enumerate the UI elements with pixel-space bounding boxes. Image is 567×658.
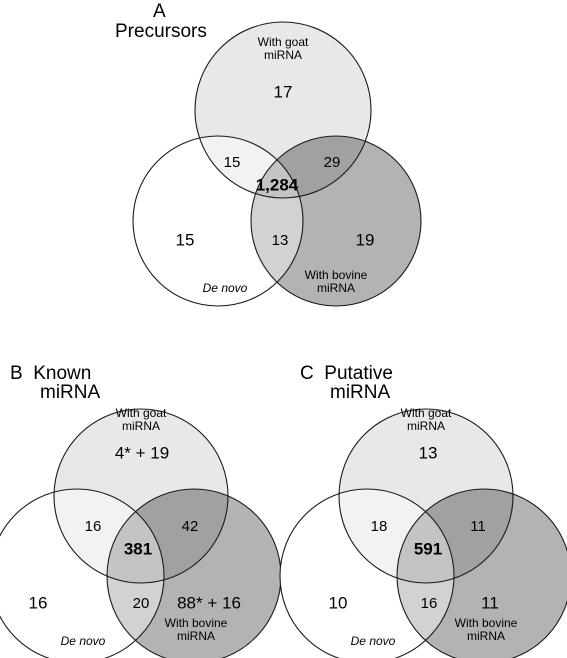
count-denovo-bovine: 20 bbox=[133, 595, 150, 612]
goat-label-line1: With goat bbox=[401, 406, 452, 420]
de-novo-label: De novo bbox=[351, 634, 396, 648]
count-goat-denovo: 18 bbox=[371, 518, 388, 535]
count-goat-bovine: 11 bbox=[470, 518, 486, 535]
count-goat-only: 4* + 19 bbox=[115, 443, 169, 462]
panel-c-title-line1: C Putative bbox=[300, 363, 393, 384]
count-denovo-bovine: 16 bbox=[421, 595, 438, 612]
count-denovo-bovine: 13 bbox=[272, 232, 289, 249]
panel-a-letter: A bbox=[153, 1, 166, 22]
count-bovine-only: 88* + 16 bbox=[177, 593, 241, 612]
outline-goat bbox=[194, 21, 372, 199]
panel-b-title-line1: B Known bbox=[10, 363, 92, 384]
count-denovo-only: 15 bbox=[176, 230, 195, 249]
outline-de-novo bbox=[279, 488, 455, 658]
bovine-label-line1: With bovine bbox=[455, 616, 518, 630]
goat-label-line2: miRNA bbox=[264, 48, 302, 62]
outline-bovine bbox=[396, 488, 567, 658]
outline-bovine bbox=[250, 135, 422, 307]
overlap-goat-denovo bbox=[195, 136, 303, 198]
count-all-three: 381 bbox=[124, 539, 152, 558]
bovine-label-line1: With bovine bbox=[305, 268, 368, 282]
count-goat-bovine: 29 bbox=[324, 154, 341, 171]
count-goat-denovo: 16 bbox=[85, 518, 102, 535]
count-bovine-only: 11 bbox=[481, 593, 499, 612]
count-bovine-only: 19 bbox=[356, 230, 375, 249]
count-goat-bovine: 42 bbox=[182, 518, 199, 535]
goat-label-line2: miRNA bbox=[122, 419, 160, 433]
bovine-label-line1: With bovine bbox=[165, 616, 228, 630]
overlap-all-three bbox=[107, 489, 164, 583]
count-denovo-only: 10 bbox=[329, 593, 348, 612]
bovine-label-line2: miRNA bbox=[317, 281, 355, 295]
overlap-all-three bbox=[397, 489, 454, 583]
de-novo-label: De novo bbox=[61, 634, 106, 648]
goat-label-line2: miRNA bbox=[407, 419, 445, 433]
count-all-three: 591 bbox=[414, 539, 442, 558]
goat-label-line1: With goat bbox=[258, 35, 309, 49]
outline-de-novo bbox=[132, 135, 304, 307]
count-goat-denovo: 15 bbox=[224, 154, 241, 171]
panel-a-title: Precursors bbox=[115, 21, 207, 42]
outline-goat bbox=[338, 408, 514, 584]
panel-c-title-line2: miRNA bbox=[330, 382, 391, 403]
count-denovo-only: 16 bbox=[29, 593, 48, 612]
goat-label-line1: With goat bbox=[116, 406, 167, 420]
count-all-three: 1,284 bbox=[256, 175, 299, 194]
count-goat-only: 17 bbox=[274, 82, 293, 101]
panel-b-title-line2: miRNA bbox=[40, 382, 101, 403]
overlap-goat-bovine bbox=[251, 136, 371, 198]
count-goat-only: 13 bbox=[419, 443, 438, 462]
bovine-label-line2: miRNA bbox=[467, 629, 505, 643]
outline-de-novo bbox=[0, 488, 165, 658]
de-novo-label: De novo bbox=[203, 281, 248, 295]
bovine-label-line2: miRNA bbox=[177, 629, 215, 643]
